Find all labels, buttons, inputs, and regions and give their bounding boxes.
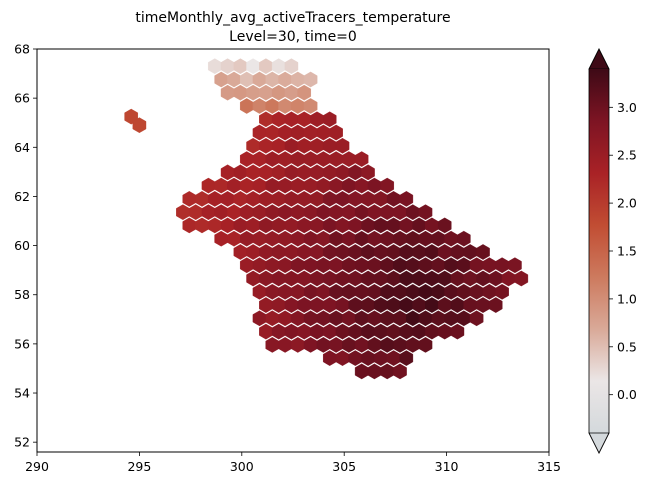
x-tick-label: 295 bbox=[127, 459, 151, 474]
colorbar-tick-label: 0.0 bbox=[617, 387, 637, 402]
data-cells bbox=[124, 58, 529, 380]
y-tick-label: 56 bbox=[14, 336, 30, 351]
colorbar-tick-label: 0.5 bbox=[617, 339, 637, 354]
mesh-cell bbox=[469, 310, 484, 327]
colorbar-extend-min bbox=[588, 432, 610, 454]
colorbar-tick-label: 1.0 bbox=[617, 291, 637, 306]
mesh-cell bbox=[399, 350, 414, 366]
colorbar-tick-label: 3.0 bbox=[617, 100, 637, 115]
x-tick-label: 290 bbox=[25, 459, 49, 474]
y-tick-label: 62 bbox=[14, 189, 30, 204]
mesh-cell bbox=[393, 363, 407, 380]
mesh-cell bbox=[489, 297, 503, 313]
x-axis: 290 295 300 305 310 315 bbox=[25, 452, 561, 474]
mesh-cell bbox=[303, 98, 318, 114]
y-tick-label: 52 bbox=[14, 435, 30, 450]
mesh-cell bbox=[354, 151, 369, 167]
colorbar: 0.0 0.5 1.0 1.5 2.0 2.5 3.0 bbox=[588, 48, 637, 454]
y-tick-label: 64 bbox=[14, 140, 30, 155]
y-tick-label: 58 bbox=[14, 287, 30, 302]
y-tick-label: 68 bbox=[14, 42, 30, 57]
y-axis: 52 54 56 58 60 62 64 66 68 bbox=[14, 42, 37, 450]
mesh-cell bbox=[132, 117, 147, 134]
mesh-cell bbox=[399, 191, 414, 207]
colorbar-gradient bbox=[589, 69, 609, 433]
mesh-cell bbox=[284, 58, 299, 75]
x-tick-label: 305 bbox=[332, 459, 356, 474]
mesh-cell bbox=[514, 270, 529, 287]
chart-title: timeMonthly_avg_activeTracers_temperatur… bbox=[135, 10, 450, 26]
mesh-cell bbox=[323, 111, 337, 128]
mesh-cell bbox=[476, 244, 490, 260]
plot-area: 290 295 300 305 310 315 52 54 56 58 60 62 64 66 68 bbox=[14, 42, 561, 475]
mesh-cell bbox=[335, 137, 350, 154]
mesh-cell bbox=[361, 164, 375, 181]
colorbar-tick-label: 1.5 bbox=[617, 244, 637, 259]
mesh-cell bbox=[329, 124, 343, 141]
x-tick-label: 310 bbox=[435, 459, 459, 474]
axes-frame bbox=[36, 48, 550, 453]
colorbar-tick-label: 2.0 bbox=[617, 196, 637, 211]
mesh-cell bbox=[418, 204, 433, 221]
colorbar-tick-label: 2.5 bbox=[617, 148, 637, 163]
mesh-cell bbox=[297, 84, 311, 101]
mesh-cell bbox=[508, 257, 522, 274]
y-tick-label: 60 bbox=[14, 238, 30, 253]
mesh-cell bbox=[418, 337, 433, 353]
x-tick-label: 315 bbox=[537, 459, 561, 474]
mesh-cell bbox=[450, 323, 465, 340]
mesh-cell bbox=[437, 217, 452, 234]
mesh-cell bbox=[303, 71, 318, 88]
colorbar-ticks: 0.0 0.5 1.0 1.5 2.0 2.5 3.0 bbox=[609, 100, 637, 402]
colorbar-outline bbox=[588, 48, 610, 454]
y-tick-label: 54 bbox=[14, 386, 30, 401]
x-tick-label: 300 bbox=[230, 459, 254, 474]
mesh-cell bbox=[495, 283, 509, 300]
mesh-cell bbox=[380, 177, 394, 194]
chart-subtitle: Level=30, time=0 bbox=[229, 29, 357, 45]
y-tick-label: 66 bbox=[14, 91, 30, 106]
colorbar-extend-max bbox=[588, 48, 610, 70]
mesh-cell bbox=[457, 230, 471, 247]
